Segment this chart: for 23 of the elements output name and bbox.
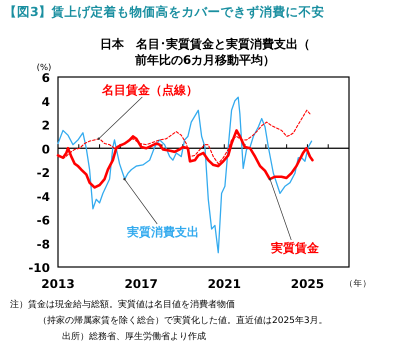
y-tick-label: 2 bbox=[42, 118, 50, 132]
y-tick-label: -10 bbox=[28, 261, 50, 275]
y-axis-title: (%) bbox=[36, 63, 52, 73]
y-tick-label: -4 bbox=[36, 190, 50, 204]
chart-subtitle: 日本 名目･実質賃金と実質消費支出（前年比の6カ月移動平均） bbox=[100, 37, 310, 67]
text: 出所）総務省、厚生労働省より作成 bbox=[62, 331, 206, 342]
annotation: 名目賃金（点線） bbox=[101, 83, 198, 97]
y-tick-label: 6 bbox=[42, 71, 50, 85]
x-tick-label: 2025 bbox=[290, 277, 324, 291]
x-axis-title: （年） bbox=[344, 278, 372, 289]
y-tick-label: -6 bbox=[36, 214, 50, 228]
x-tick-label: 2013 bbox=[41, 277, 75, 291]
annotation: 実質賃金 bbox=[270, 241, 320, 255]
chart-title: 【図3】賃上げ定着も物価高をカバーできず消費に不安 bbox=[4, 4, 325, 19]
x-tick-label: 2017 bbox=[124, 277, 158, 291]
y-tick-label: -8 bbox=[36, 237, 50, 252]
x-tick-label: 2021 bbox=[208, 277, 241, 291]
y-tick-label: -2 bbox=[36, 166, 50, 180]
text: 注）賃金は現金給与総額。実質値は名目値を消費者物価 bbox=[10, 299, 235, 310]
annotation: 実質消費支出 bbox=[126, 225, 199, 239]
text: （持家の帰属家賃を除く総合）で実質化した値。直近値は2025年3月。 bbox=[38, 315, 328, 326]
y-tick-label: 4 bbox=[42, 94, 50, 109]
y-tick-label: 0 bbox=[42, 142, 50, 156]
